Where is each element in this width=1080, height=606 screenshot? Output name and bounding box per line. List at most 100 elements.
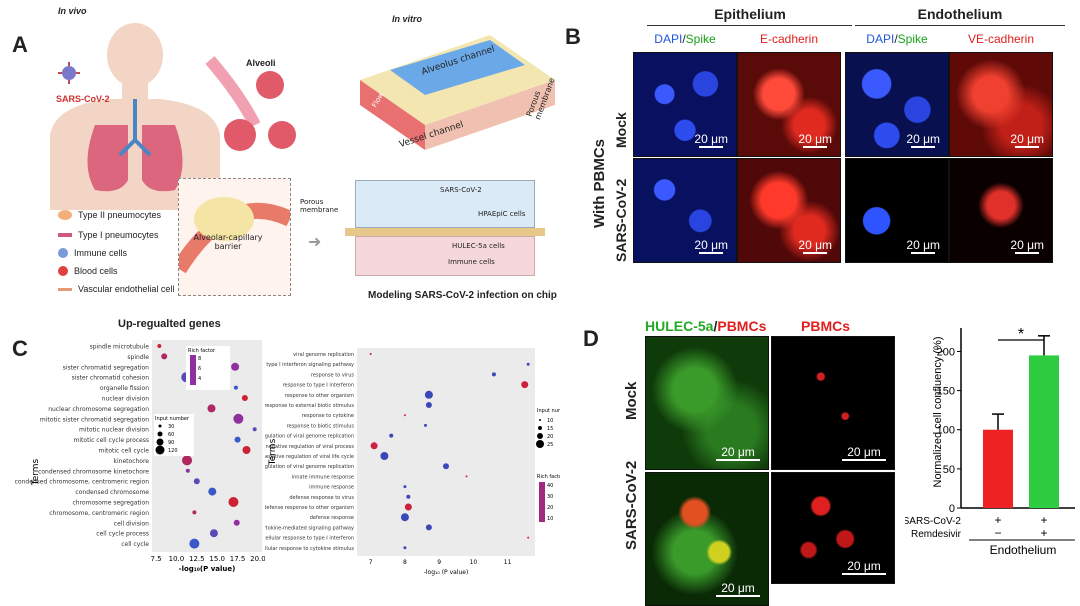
left-rich-tick: 8 xyxy=(198,356,201,362)
chip-top-chamber xyxy=(355,180,535,228)
right-input-tick: 20 xyxy=(547,434,553,440)
right-dot xyxy=(400,513,409,522)
dot-plot-left: spindle microtubule spindle sister chromat… xyxy=(15,340,265,573)
micrograph-endo-dapi-mock: 20 μm xyxy=(845,52,949,157)
right-dot xyxy=(403,414,406,417)
right-dot xyxy=(443,463,449,470)
type1-pneumocyte-icon xyxy=(58,233,72,237)
micrograph-epi-ecad-sars: 20 μm xyxy=(737,158,841,263)
right-term-label: response to cytokine xyxy=(302,413,354,419)
col2-header: E-cadherin xyxy=(759,32,819,46)
left-xlabel: -log₁₀(P value) xyxy=(179,565,236,573)
left-dot xyxy=(228,497,239,507)
right-input-dot xyxy=(536,440,544,448)
significance-star: * xyxy=(1018,326,1024,343)
left-input-dot xyxy=(156,438,164,446)
alveoli-illustration xyxy=(205,56,296,151)
micrograph-d-merge-sars: 20 μm xyxy=(645,472,769,606)
bar-row-label: SARS-CoV-2 xyxy=(905,516,961,527)
right-input-tick: 15 xyxy=(547,426,553,432)
right-dot xyxy=(369,353,372,355)
with-pbmcs-label: With PBMCs xyxy=(591,138,608,228)
virus-icon xyxy=(58,62,80,84)
left-input-tick: 60 xyxy=(168,432,174,438)
left-input-tick: 120 xyxy=(168,448,178,454)
right-xtick: 8 xyxy=(403,559,407,566)
left-term-label: mitotic nuclear division xyxy=(79,427,149,434)
endothelium-header: Endothelium xyxy=(917,6,1003,22)
immune-cell-icon xyxy=(58,248,68,258)
right-term-label: response to type I interferon xyxy=(283,383,354,389)
left-term-label: nuclear chromosome segregation xyxy=(48,406,149,413)
right-dot xyxy=(403,546,407,550)
right-dot xyxy=(423,423,427,427)
hulec-label: HULEC-5a cells xyxy=(452,242,505,250)
right-term-label: viral genome replication xyxy=(293,352,354,358)
left-input-tick: 30 xyxy=(168,424,174,430)
right-term-label: cytokine-mediated signaling pathway xyxy=(265,525,354,531)
right-dot xyxy=(425,402,432,408)
left-term-label: condensed chromosome kinetochore xyxy=(38,468,149,475)
barrier-label: Alveolar-capillary barrier xyxy=(193,233,263,251)
left-dot xyxy=(157,344,162,348)
left-dot xyxy=(233,413,244,424)
left-dot xyxy=(231,362,240,371)
left-xtick: 7.5 xyxy=(151,555,162,563)
panel-b: B Epithelium Endothelium DAPI/Spike E-ca… xyxy=(565,0,1080,310)
right-input-dot xyxy=(539,419,541,421)
chip-cross-section xyxy=(345,180,545,280)
panel-a-caption: Modeling SARS-CoV-2 infection on chip xyxy=(368,290,557,301)
epithelium-rule xyxy=(647,25,852,26)
micrograph-d-pbmc-mock: 20 μm xyxy=(771,336,895,470)
micrograph-d-pbmc-sars: 20 μm xyxy=(771,472,895,584)
left-input-dot xyxy=(158,424,162,428)
panel-a-label: A xyxy=(12,32,28,57)
right-dot xyxy=(370,442,378,450)
left-term-label: sister chromatid segregation xyxy=(63,364,150,371)
col1-header: DAPI/Spike xyxy=(654,32,716,46)
left-xtick: 15.0 xyxy=(209,555,225,563)
right-ylabel: Terms xyxy=(268,438,278,466)
left-dot xyxy=(208,487,217,496)
right-term-label: response to other organism xyxy=(285,393,354,399)
right-legend-rich-title: Rich factor xyxy=(537,474,560,480)
right-dot xyxy=(527,536,530,539)
left-rich-tick: 4 xyxy=(198,376,201,382)
right-term-label: defense response to virus xyxy=(289,495,354,501)
left-legend-input-title: Input number xyxy=(155,416,190,422)
left-dot xyxy=(193,478,200,485)
right-dot xyxy=(526,362,530,366)
left-xtick: 17.5 xyxy=(230,555,246,563)
legend-blood: Blood cells xyxy=(58,266,118,276)
panel-d-header-1: HULEC-5a/PBMCs xyxy=(645,318,767,334)
micrograph-d-merge-mock: 20 μm xyxy=(645,336,769,470)
left-xtick: 10.0 xyxy=(169,555,185,563)
right-input-tick: 25 xyxy=(547,442,553,448)
right-term-label: defense response xyxy=(310,515,354,521)
right-term-label: response to virus xyxy=(311,372,354,378)
right-dot xyxy=(491,372,496,377)
right-term-label: response to external biotic stimulus xyxy=(265,403,354,409)
bar-row-mark: − xyxy=(994,526,1001,540)
chip-bottom-chamber xyxy=(355,236,535,276)
panel-d-row-sars: SARS-CoV-2 xyxy=(623,460,640,550)
right-dot xyxy=(406,494,411,499)
left-term-label: cell division xyxy=(114,520,149,527)
right-xlabel: -log₁₀ (P value) xyxy=(424,569,469,576)
bar-row-mark: + xyxy=(994,513,1001,527)
right-term-label: type I interferon signaling pathway xyxy=(266,362,354,368)
left-term-label: organelle fission xyxy=(100,385,149,392)
col4-header: VE-cadherin xyxy=(967,32,1035,46)
left-dot xyxy=(185,468,190,473)
micrograph-epi-ecad-mock: 20 μm xyxy=(737,52,841,157)
bar-row-mark: + xyxy=(1040,513,1047,527)
left-input-tick: 90 xyxy=(168,440,174,446)
right-term-label: regulation of viral genome replication xyxy=(265,434,354,440)
bar-ytick-label: 200 xyxy=(937,346,955,358)
panel-c-label: C xyxy=(12,336,28,361)
left-dot xyxy=(207,404,216,413)
left-dot xyxy=(192,510,197,515)
left-dot xyxy=(189,538,200,549)
left-term-label: chromosome, centromeric region xyxy=(49,510,149,517)
